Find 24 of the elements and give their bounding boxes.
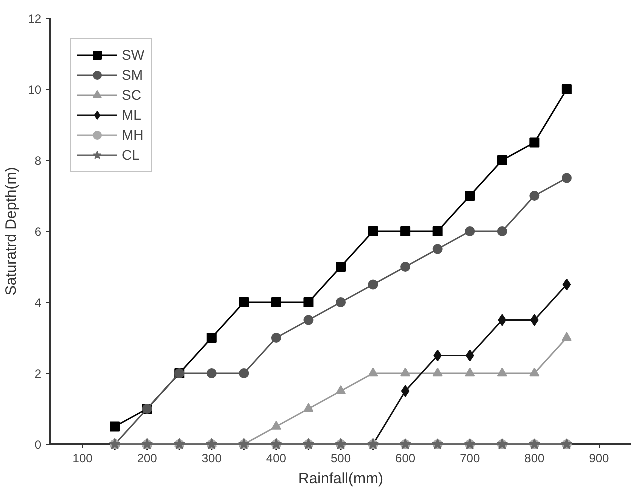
- legend-label: SC: [122, 87, 142, 103]
- x-tick-label: 600: [396, 452, 416, 466]
- y-axis-title: Saturatrd Depth(m): [3, 167, 20, 296]
- legend-label: CL: [122, 147, 141, 163]
- y-tick-label: 10: [28, 83, 42, 97]
- y-tick-label: 0: [34, 438, 42, 452]
- x-tick-label: 400: [266, 452, 287, 466]
- legend-label: MH: [122, 127, 144, 143]
- x-tick-label: 700: [460, 452, 480, 466]
- x-tick-label: 800: [524, 452, 546, 466]
- y-tick-label: 4: [34, 296, 42, 310]
- x-tick-label: 300: [202, 452, 222, 466]
- y-tick-label: 12: [28, 12, 42, 26]
- legend-label: SW: [122, 47, 145, 63]
- legend-label: ML: [122, 107, 142, 123]
- legend-label: SM: [122, 67, 143, 83]
- x-tick-label: 200: [137, 452, 158, 466]
- x-tick-label: 900: [589, 452, 610, 466]
- x-tick-label: 500: [330, 452, 352, 466]
- y-tick-label: 2: [34, 367, 42, 381]
- y-tick-label: 6: [34, 225, 42, 239]
- x-axis-title: Rainfall(mm): [298, 470, 384, 488]
- y-tick-label: 8: [34, 154, 42, 168]
- x-tick-label: 100: [72, 452, 94, 466]
